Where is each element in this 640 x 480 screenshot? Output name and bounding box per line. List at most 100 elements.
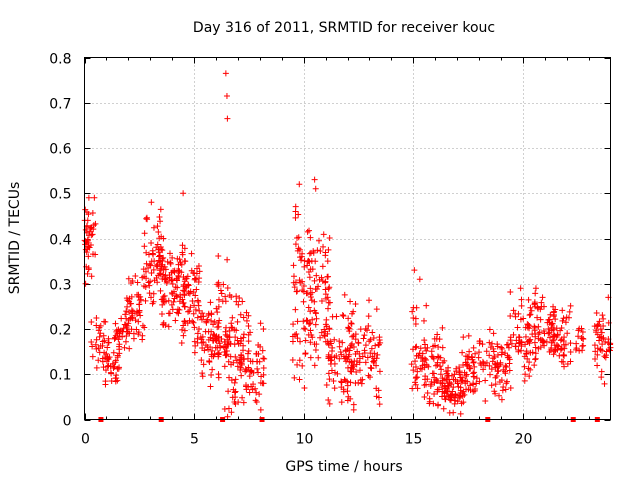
data-point bbox=[141, 324, 148, 331]
data-point bbox=[294, 361, 301, 368]
data-point bbox=[522, 333, 529, 340]
data-point bbox=[531, 339, 538, 346]
data-point bbox=[575, 333, 582, 340]
data-point bbox=[517, 316, 524, 323]
data-point bbox=[488, 366, 495, 373]
data-point bbox=[498, 344, 505, 351]
data-point bbox=[421, 355, 428, 362]
data-point bbox=[503, 363, 510, 370]
data-point bbox=[431, 379, 438, 386]
data-point bbox=[532, 350, 539, 357]
data-point bbox=[185, 308, 192, 315]
data-point bbox=[479, 341, 486, 348]
data-point bbox=[107, 369, 114, 376]
data-point bbox=[526, 312, 533, 319]
data-point bbox=[325, 305, 332, 312]
data-point bbox=[180, 322, 187, 329]
data-point bbox=[199, 373, 206, 380]
data-point bbox=[164, 258, 171, 265]
data-point bbox=[510, 331, 517, 338]
data-point bbox=[434, 361, 441, 368]
data-point bbox=[368, 345, 375, 352]
data-point bbox=[85, 194, 92, 201]
data-point bbox=[227, 353, 234, 360]
data-point bbox=[177, 259, 184, 266]
data-point bbox=[215, 351, 222, 358]
data-point bbox=[603, 352, 610, 359]
data-point bbox=[435, 354, 442, 361]
data-point bbox=[237, 340, 244, 347]
data-point bbox=[600, 315, 607, 322]
data-point bbox=[462, 359, 469, 366]
chart-title: Day 316 of 2011, SRMTID for receiver kou… bbox=[193, 20, 495, 36]
data-point bbox=[296, 181, 303, 188]
data-point bbox=[455, 383, 462, 390]
data-point bbox=[127, 280, 134, 287]
data-point bbox=[245, 338, 252, 345]
data-point bbox=[181, 327, 188, 334]
data-point bbox=[324, 258, 331, 265]
data-point bbox=[240, 314, 247, 321]
x-tick-label: 15 bbox=[405, 432, 423, 448]
data-point bbox=[532, 285, 539, 292]
data-point bbox=[495, 367, 502, 374]
data-point bbox=[118, 315, 125, 322]
data-point bbox=[256, 391, 263, 398]
data-point bbox=[440, 405, 447, 412]
data-point bbox=[532, 344, 539, 351]
data-point bbox=[104, 344, 111, 351]
y-axis-label: SRMTID / TECUs bbox=[7, 182, 23, 295]
data-point bbox=[313, 285, 320, 292]
data-point bbox=[531, 300, 538, 307]
data-point bbox=[325, 299, 332, 306]
data-point bbox=[596, 318, 603, 325]
data-point bbox=[492, 381, 499, 388]
data-point bbox=[181, 303, 188, 310]
data-point bbox=[430, 343, 437, 350]
data-point bbox=[239, 298, 246, 305]
data-point bbox=[339, 311, 346, 318]
data-point bbox=[155, 249, 162, 256]
data-point bbox=[596, 334, 603, 341]
data-point bbox=[299, 362, 306, 369]
data-point bbox=[322, 278, 329, 285]
data-point bbox=[410, 367, 417, 374]
data-point bbox=[136, 309, 143, 316]
data-point bbox=[93, 336, 100, 343]
data-point bbox=[469, 354, 476, 361]
data-point bbox=[373, 385, 380, 392]
data-point bbox=[157, 206, 164, 213]
data-point bbox=[116, 341, 123, 348]
data-point bbox=[355, 339, 362, 346]
data-point bbox=[350, 401, 357, 408]
data-point bbox=[223, 351, 230, 358]
data-point bbox=[518, 296, 525, 303]
data-point bbox=[254, 365, 261, 372]
data-point bbox=[122, 311, 129, 318]
data-point bbox=[215, 296, 222, 303]
data-point bbox=[330, 377, 337, 384]
data-point bbox=[148, 269, 155, 276]
data-point bbox=[211, 332, 218, 339]
data-point bbox=[143, 260, 150, 267]
data-point bbox=[446, 376, 453, 383]
data-point bbox=[150, 266, 157, 273]
data-point bbox=[170, 267, 177, 274]
data-point bbox=[192, 275, 199, 282]
data-point bbox=[522, 371, 529, 378]
data-point bbox=[518, 302, 525, 309]
data-point bbox=[423, 357, 430, 364]
data-point bbox=[317, 247, 324, 254]
data-point bbox=[367, 336, 374, 343]
data-point bbox=[233, 327, 240, 334]
data-point bbox=[336, 343, 343, 350]
data-point bbox=[325, 397, 332, 404]
data-point bbox=[486, 326, 493, 333]
data-point bbox=[183, 275, 190, 282]
data-point bbox=[132, 273, 139, 280]
data-point bbox=[214, 324, 221, 331]
data-point bbox=[115, 326, 122, 333]
data-point bbox=[372, 342, 379, 349]
data-point bbox=[428, 348, 435, 355]
data-point bbox=[156, 214, 163, 220]
